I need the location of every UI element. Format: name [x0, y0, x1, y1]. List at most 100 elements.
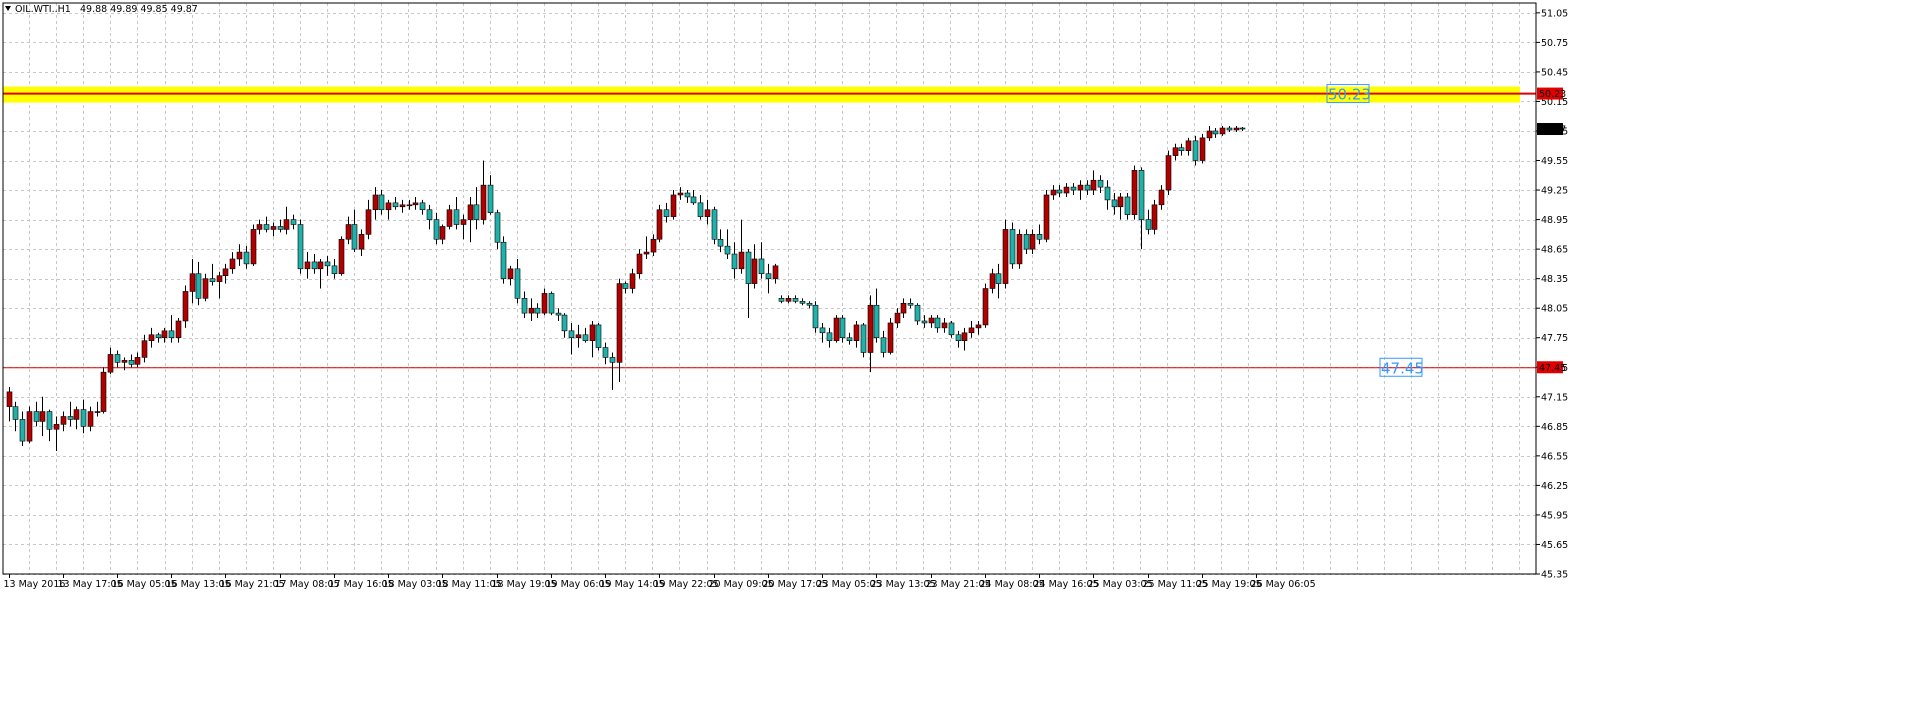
candle-body-bear	[324, 261, 331, 267]
candle-body-bear	[609, 357, 616, 363]
candle-body-bear	[209, 278, 216, 282]
candle-body-bear	[1212, 130, 1219, 135]
candle	[1151, 199, 1158, 235]
candle	[222, 263, 229, 284]
candle-body-bull	[704, 209, 711, 217]
candle-body-bear	[433, 219, 440, 240]
candle	[161, 327, 168, 343]
candle-body-bear	[934, 317, 941, 329]
candle-body-bear	[792, 298, 799, 302]
candle	[1233, 126, 1240, 132]
candle-body-bull	[121, 360, 128, 363]
candle	[595, 322, 602, 351]
candle	[907, 298, 914, 309]
candle-body-bear	[690, 196, 697, 204]
candle	[100, 367, 107, 414]
candle-body-bull	[1016, 234, 1023, 265]
candle	[656, 204, 663, 243]
candle	[1226, 126, 1233, 132]
candle	[243, 246, 250, 269]
candle-body-bear	[195, 273, 202, 299]
price-tick-label: 50.45	[1541, 67, 1568, 78]
candle	[765, 263, 772, 294]
candle-body-bull	[372, 194, 379, 211]
candle	[128, 354, 135, 368]
candle	[961, 327, 968, 351]
candle	[1036, 224, 1043, 245]
time-tick-label: 18 May 19:05	[492, 579, 557, 590]
candle-body-bear	[568, 330, 575, 339]
triangle-down-icon[interactable]	[5, 6, 11, 11]
axis-marker-bottom-text: 47.45	[1539, 363, 1566, 374]
candle-body-bull	[1206, 130, 1213, 139]
candle-body-bear	[263, 224, 270, 230]
candle-body-bear	[487, 184, 494, 213]
candle	[941, 318, 948, 333]
candle-body-bear	[860, 324, 867, 353]
candle	[846, 332, 853, 345]
candle	[650, 234, 657, 257]
price-tick-label: 50.15	[1541, 97, 1568, 108]
candle	[514, 258, 521, 304]
candle-body-bear	[548, 293, 555, 314]
candle-body-bull	[107, 354, 114, 373]
candle	[6, 386, 13, 422]
price-tick-label: 47.75	[1541, 333, 1568, 344]
price-axis[interactable]: 51.0550.7550.4550.1549.8549.5549.2548.95…	[1536, 8, 1568, 581]
candle-body-bull	[216, 275, 223, 282]
candle	[1043, 190, 1050, 243]
candle-body-bear	[67, 416, 74, 420]
time-tick-label: 23 May 21:05	[926, 579, 991, 590]
candle	[392, 196, 399, 210]
candle-body-bull	[365, 209, 372, 235]
candle	[80, 399, 87, 434]
candle	[534, 303, 541, 319]
candle	[134, 352, 141, 368]
candle-body-bull	[161, 330, 168, 339]
time-tick-label: 16 May 21:05	[220, 579, 285, 590]
candle-body-bull	[60, 416, 67, 425]
candle	[819, 322, 826, 343]
candle	[636, 249, 643, 279]
candle-body-bear	[534, 307, 541, 314]
candle	[175, 318, 182, 343]
level-label-top[interactable]: 50.23	[1326, 84, 1371, 104]
candle-body-bear	[290, 219, 297, 225]
symbol-label: OIL.WTI..H1	[15, 4, 71, 15]
price-tick-label: 49.25	[1541, 186, 1568, 197]
candle-body-bull	[928, 317, 935, 324]
candle-body-bear	[724, 245, 731, 255]
level-label-bottom[interactable]: 47.45	[1379, 357, 1424, 377]
candle	[982, 283, 989, 328]
time-tick-label: 25 May 03:05	[1088, 579, 1153, 590]
candle-body-bull	[6, 391, 13, 407]
candle	[236, 244, 243, 266]
candle	[555, 308, 562, 321]
candle	[1050, 185, 1057, 200]
candle-body-bear	[846, 337, 853, 341]
candle	[250, 224, 257, 266]
candle	[433, 212, 440, 245]
candle	[345, 216, 352, 245]
candle-body-bull	[100, 371, 107, 412]
candle-body-bull	[1002, 229, 1009, 284]
candle	[860, 322, 867, 358]
candle-body-bear	[378, 194, 385, 211]
candle-body-bull	[1117, 196, 1124, 208]
level-label-bottom-box	[1379, 357, 1423, 377]
candle	[731, 242, 738, 279]
candle-body-bear	[806, 302, 813, 306]
candle	[609, 352, 616, 390]
candles	[6, 126, 1246, 451]
candle	[1192, 135, 1199, 166]
candle	[1090, 170, 1097, 195]
candle	[148, 327, 155, 348]
candle	[12, 401, 19, 432]
time-tick-label: 17 May 08:05	[275, 579, 340, 590]
candle	[378, 190, 385, 215]
candle-body-bear	[33, 411, 40, 422]
candle-body-bull	[575, 334, 582, 339]
candle	[1023, 229, 1030, 255]
